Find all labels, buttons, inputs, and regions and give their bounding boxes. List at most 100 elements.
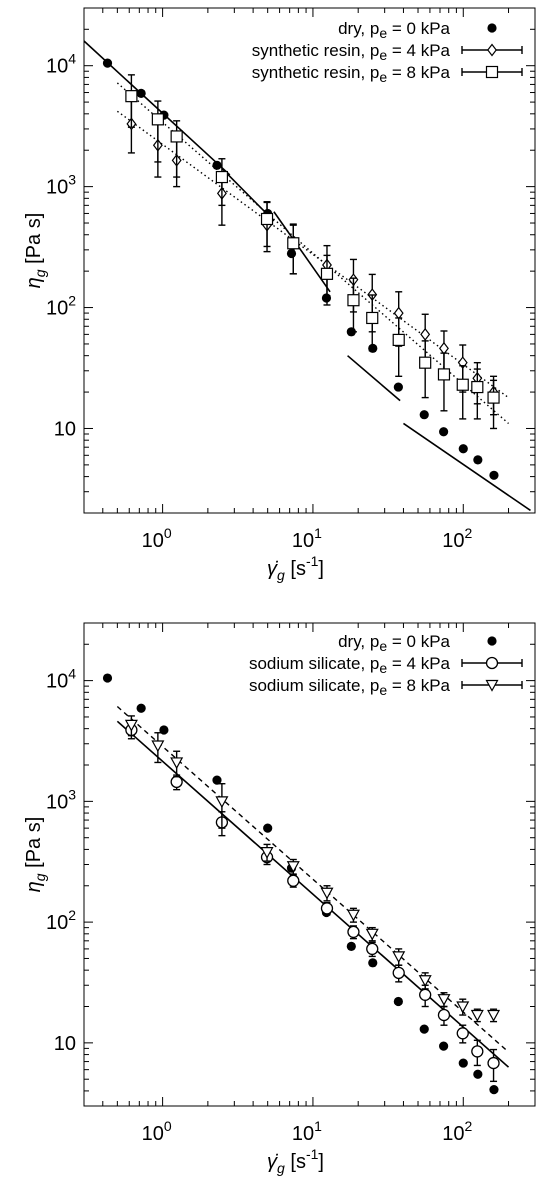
- y-axis-label: ηg [Pa s]: [23, 817, 48, 893]
- y-tick-label: 104: [46, 51, 76, 78]
- data-point: [216, 172, 227, 183]
- plot-frame: [84, 8, 535, 513]
- data-point: [421, 329, 429, 340]
- series-3: [126, 716, 499, 1022]
- data-point: [489, 1085, 498, 1094]
- y-tick-label: 103: [46, 172, 76, 199]
- x-tick-label: 102: [442, 1118, 472, 1145]
- x-tick-label: 100: [142, 525, 172, 552]
- data-point: [152, 114, 163, 125]
- data-point: [438, 369, 449, 380]
- data-point: [212, 161, 221, 170]
- data-point: [394, 997, 403, 1006]
- data-point: [287, 249, 296, 258]
- data-point: [137, 704, 146, 713]
- legend-marker: [488, 45, 496, 56]
- chart-panel-2: 100 101 102 10 102 103 104 γ̇g [s-1] ηg [Pa s] dr…: [23, 623, 535, 1176]
- fit-line-solid: [348, 356, 401, 401]
- data-point: [472, 1046, 483, 1057]
- data-point: [321, 888, 332, 898]
- legend-label: dry, pe = 0 kPa: [338, 19, 450, 41]
- data-point: [488, 392, 499, 403]
- x-tick-label: 100: [142, 1118, 172, 1145]
- data-point: [137, 89, 146, 98]
- fit-line-solid: [403, 423, 530, 510]
- chart-panel-1: 100 101 102 10 102 103 104 γ̇g [s-1] ηg [Pa s] dr…: [23, 8, 535, 583]
- y-tick-label: 102: [46, 907, 76, 934]
- legend-marker: [487, 23, 496, 32]
- data-point: [171, 776, 182, 787]
- data-point: [126, 91, 137, 102]
- data-point: [367, 943, 378, 954]
- data-point: [459, 444, 468, 453]
- data-point: [438, 1010, 449, 1021]
- data-point: [171, 131, 182, 142]
- legend-label: synthetic resin, pe = 4 kPa: [252, 41, 451, 63]
- data-point: [395, 308, 403, 319]
- x-axis-label: γ̇g [s-1]: [267, 1146, 324, 1176]
- data-point: [263, 824, 272, 833]
- y-tick-label: 104: [46, 666, 76, 693]
- data-point: [348, 295, 359, 306]
- data-point: [368, 958, 377, 967]
- data-point: [439, 427, 448, 436]
- data-point: [393, 952, 404, 962]
- data-point: [288, 238, 299, 249]
- y-tick-label: 103: [46, 786, 76, 813]
- data-point: [439, 1042, 448, 1051]
- x-tick-label: 102: [442, 525, 472, 552]
- data-point: [393, 967, 404, 978]
- data-point: [367, 312, 378, 323]
- data-point: [420, 976, 431, 986]
- data-point: [457, 1028, 468, 1039]
- data-point: [321, 903, 332, 914]
- data-point: [472, 1011, 483, 1021]
- fit-lines: [84, 41, 530, 510]
- data-point: [348, 926, 359, 937]
- x-axis-label: γ̇g [s-1]: [267, 553, 324, 583]
- y-axis-label: ηg [Pa s]: [23, 213, 48, 289]
- data-point: [473, 455, 482, 464]
- legend-marker: [487, 658, 498, 669]
- data-point: [394, 382, 403, 391]
- data-point: [420, 410, 429, 419]
- data-point: [103, 673, 112, 682]
- data-point: [347, 942, 356, 951]
- data-point: [288, 875, 299, 886]
- data-point: [420, 989, 431, 1000]
- series-2: [126, 722, 499, 1081]
- legend-label: sodium silicate, pe = 4 kPa: [249, 654, 451, 676]
- data-point: [459, 1058, 468, 1067]
- x-tick-label: 101: [292, 525, 322, 552]
- axis-ticks: [84, 8, 535, 513]
- x-tick-label: 101: [292, 1118, 322, 1145]
- data-point: [488, 1011, 499, 1021]
- data-point: [348, 910, 359, 920]
- data-point: [438, 995, 449, 1005]
- legend-label: synthetic resin, pe = 8 kPa: [252, 63, 451, 85]
- data-point: [457, 1002, 468, 1012]
- data-point: [457, 379, 468, 390]
- data-point: [488, 1058, 499, 1069]
- data-point: [420, 1025, 429, 1034]
- data-point: [420, 357, 431, 368]
- data-point: [262, 213, 273, 224]
- series-2: [127, 97, 498, 415]
- data-point: [393, 334, 404, 345]
- data-point: [103, 59, 112, 68]
- y-tick-label: 102: [46, 293, 76, 320]
- data-point: [152, 741, 163, 751]
- data-point: [440, 343, 448, 354]
- legend-marker: [487, 67, 498, 78]
- y-tick-label: 10: [54, 418, 76, 440]
- legend-marker: [487, 636, 496, 645]
- legend-label: dry, pe = 0 kPa: [338, 632, 450, 654]
- y-tick-label: 10: [54, 1033, 76, 1055]
- series-3: [126, 75, 499, 429]
- data-point: [489, 471, 498, 480]
- data-point: [473, 1070, 482, 1079]
- legend-label: sodium silicate, pe = 8 kPa: [249, 676, 451, 698]
